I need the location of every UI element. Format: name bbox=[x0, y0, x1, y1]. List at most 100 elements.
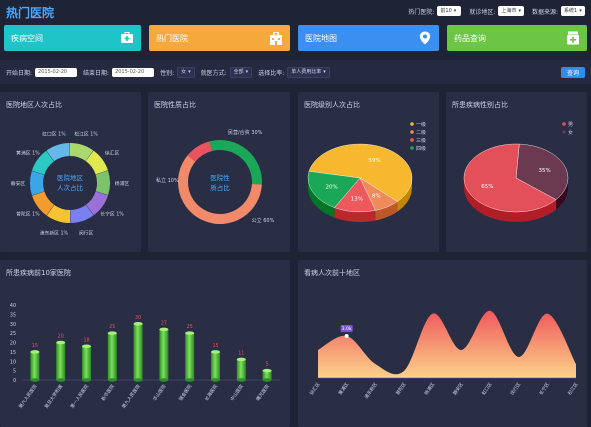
bar-cap bbox=[211, 350, 220, 354]
legend-swatch bbox=[410, 122, 414, 126]
donut-slice bbox=[86, 191, 109, 216]
slice-label: 公立 60% bbox=[252, 217, 275, 224]
query-button[interactable]: 查询 bbox=[560, 66, 585, 78]
x-tick-label: 华山医院 bbox=[151, 383, 168, 402]
pie-value-label: 65% bbox=[481, 184, 493, 190]
bar-base bbox=[185, 378, 195, 382]
panel-top-hospitals: 所患疾病前10家医院 0 5 10 15 20 25 30 35 40 15 第六人民医院 20 复旦大… bbox=[0, 260, 290, 427]
end-date-input[interactable]: 2015-02-20 bbox=[112, 67, 155, 77]
y-tick-label: 30 bbox=[10, 322, 16, 328]
ratio-select[interactable]: 单人费用比率 ▾ bbox=[287, 66, 330, 78]
panel-title: 所患疾病性别占比 bbox=[452, 101, 508, 109]
select-value: 系统1 bbox=[564, 8, 578, 14]
slice-label: 闵行区 bbox=[79, 229, 94, 236]
x-tick-label: 普陀区 bbox=[394, 381, 408, 397]
pie-slice bbox=[515, 143, 569, 200]
legend-label: 男 bbox=[568, 122, 573, 128]
visit-type-label: 就医方式: bbox=[200, 69, 227, 77]
highlight-point[interactable] bbox=[344, 334, 349, 338]
bar-base bbox=[262, 378, 272, 382]
y-tick-label: 15 bbox=[10, 350, 16, 356]
pie-value-label: 13% bbox=[351, 196, 363, 202]
x-tick-label: 浦东新区 bbox=[363, 381, 380, 400]
slice-label: 松江区 1% bbox=[74, 131, 98, 138]
filter-source: 数据来源: 系统1 ▾ bbox=[532, 6, 585, 16]
legend-label: 二级 bbox=[416, 129, 426, 136]
x-tick-label: 杨浦区 bbox=[423, 381, 437, 397]
start-date-filter: 开始日期: 2015-02-20 bbox=[6, 67, 78, 77]
bar bbox=[82, 346, 91, 380]
filter-label: 数据来源: bbox=[531, 8, 558, 16]
visit-type-select[interactable]: 全部 ▾ bbox=[229, 66, 253, 78]
x-tick-label: 松江区 bbox=[566, 381, 580, 397]
area-fill bbox=[318, 310, 576, 378]
bar-base bbox=[159, 378, 169, 382]
bar-value-label: 5 bbox=[266, 362, 269, 368]
bar-cap bbox=[236, 357, 246, 362]
map-pin-icon bbox=[418, 31, 432, 45]
panel-hospital-nature: 医院性质占比 医院性 质占比 民营/合资 30% 公立 60% 私立 10% bbox=[148, 92, 290, 252]
tile-disease-space[interactable]: 疾病空间 bbox=[4, 25, 141, 51]
bar-base bbox=[133, 378, 143, 382]
y-tick-label: 35 bbox=[10, 312, 16, 318]
tile-hospital-map[interactable]: 医院地图 bbox=[298, 25, 439, 51]
x-tick-label: 瑞金医院 bbox=[177, 383, 194, 402]
filter-region: 就诊地区: 上海市 ▾ bbox=[469, 6, 524, 16]
bar bbox=[262, 370, 272, 380]
start-date-input[interactable]: 2015-02-20 bbox=[35, 67, 78, 77]
tile-label: 疾病空间 bbox=[11, 33, 43, 43]
nature-donut-chart: 医院性 质占比 民营/合资 30% 公立 60% 私立 10% bbox=[156, 129, 275, 224]
source-select[interactable]: 系统1 ▾ bbox=[561, 6, 585, 16]
legend-swatch bbox=[410, 146, 414, 150]
bar-value-label: 25 bbox=[109, 324, 115, 330]
filter-hot-hospitals: 热门医院: 前10 ▾ bbox=[408, 6, 462, 16]
slice-label: 普陀区 1% bbox=[16, 211, 40, 218]
pie-slice-side bbox=[308, 176, 335, 218]
legend-label: 一级 bbox=[416, 121, 426, 128]
medicine-box-icon bbox=[566, 31, 580, 45]
bar-cap bbox=[30, 350, 40, 354]
bar bbox=[236, 359, 246, 380]
y-tick-label: 40 bbox=[10, 303, 16, 309]
x-tick-label: 第六人民医院 bbox=[17, 383, 39, 410]
pie-slice bbox=[307, 171, 361, 208]
tile-drug-query[interactable]: 药品查询 bbox=[447, 25, 587, 51]
legend-swatch bbox=[410, 138, 414, 142]
y-tick-label: 25 bbox=[10, 331, 16, 337]
pie-slice-side bbox=[397, 177, 412, 212]
donut-center-line1: 医院地区 bbox=[57, 173, 84, 182]
region-select[interactable]: 上海市 ▾ bbox=[498, 6, 524, 16]
chevron-down-icon: ▾ bbox=[518, 8, 521, 14]
donut-center-line2: 质占比 bbox=[210, 183, 230, 192]
highlight-tooltip bbox=[340, 325, 353, 332]
panel-title: 所患疾病前10家医院 bbox=[6, 269, 71, 277]
gender-pie-chart: 35% 65% 男女 bbox=[463, 122, 573, 222]
panel-title: 医院级别人次占比 bbox=[304, 101, 360, 109]
bar-base bbox=[30, 378, 40, 382]
pie-slice bbox=[463, 143, 557, 213]
bar bbox=[133, 323, 143, 380]
x-tick-label: 新华医院 bbox=[100, 383, 117, 402]
legend-swatch bbox=[562, 122, 566, 126]
tile-hot-hospitals[interactable]: 热门医院 bbox=[149, 25, 290, 51]
bar-value-label: 18 bbox=[83, 337, 89, 343]
pie-slice-side bbox=[375, 201, 398, 221]
gender-select[interactable]: 女 ▾ bbox=[177, 66, 195, 78]
donut-slice bbox=[46, 143, 70, 162]
x-tick-label: 中山医院 bbox=[229, 383, 246, 402]
bar-base bbox=[56, 378, 66, 382]
pie-slice bbox=[308, 143, 413, 202]
donut-slice bbox=[209, 140, 262, 185]
slice-label: 民营/合资 30% bbox=[228, 129, 263, 136]
bar-base bbox=[107, 378, 117, 382]
bar-value-label: 25 bbox=[187, 324, 193, 330]
filter-label: 热门医院: bbox=[408, 8, 435, 16]
select-value: 女 bbox=[181, 68, 187, 75]
bar-value-label: 15 bbox=[32, 343, 38, 349]
bar-value-label: 20 bbox=[58, 334, 64, 340]
hot-hospitals-select[interactable]: 前10 ▾ bbox=[437, 6, 462, 16]
ratio-filter: 选择比率: 单人费用比率 ▾ bbox=[258, 66, 330, 78]
bar-base bbox=[82, 378, 91, 382]
slice-label: 长宁区 1% bbox=[100, 211, 124, 218]
